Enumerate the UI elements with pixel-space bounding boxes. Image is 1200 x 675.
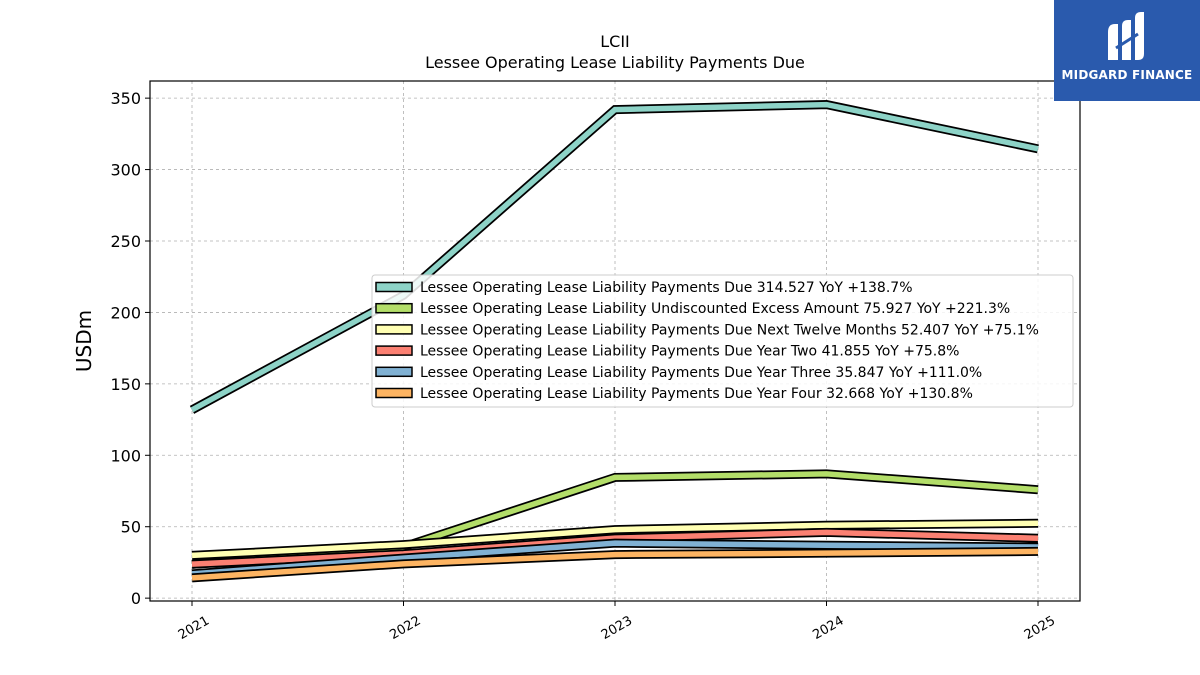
- legend: Lessee Operating Lease Liability Payment…: [371, 274, 1074, 408]
- x-axis-ticks: 2021 2022 2023 2024 2025: [176, 601, 1058, 643]
- legend-swatch: [375, 345, 413, 356]
- y-tick-label: 50: [121, 518, 141, 537]
- series-line-6: [191, 546, 1039, 583]
- series-line-5: [191, 538, 1039, 579]
- legend-entry: Lessee Operating Lease Liability Payment…: [420, 344, 959, 360]
- series-line-fill: [191, 529, 1039, 567]
- x-tick-label: 2022: [387, 613, 423, 643]
- legend-entry: Lessee Operating Lease Liability Undisco…: [420, 301, 1010, 317]
- chart-title: LCII: [600, 32, 630, 51]
- legend-entry: Lessee Operating Lease Liability Payment…: [420, 365, 982, 381]
- series-line-fill: [190, 101, 1039, 413]
- y-tick-label: 250: [110, 232, 141, 251]
- x-tick-label: 2024: [810, 613, 846, 643]
- brand-logo: MIDGARD FINANCE: [1054, 0, 1200, 101]
- y-axis-ticks: 0 50 100 150 200 250 300 350: [110, 89, 150, 608]
- series-line-1: [189, 100, 1039, 414]
- legend-swatch: [375, 366, 413, 378]
- series-line-4: [191, 527, 1039, 569]
- y-tick-label: 0: [131, 589, 141, 608]
- y-axis-label: USDm: [72, 310, 96, 372]
- x-tick-label: 2021: [176, 613, 212, 643]
- legend-swatch: [375, 281, 413, 293]
- brand-name: MIDGARD FINANCE: [1061, 68, 1193, 82]
- chart-subtitle: Lessee Operating Lease Liability Payment…: [425, 53, 805, 72]
- legend-entry: Lessee Operating Lease Liability Payment…: [420, 322, 1039, 338]
- series-line-3: [191, 518, 1039, 560]
- y-tick-label: 200: [110, 303, 141, 322]
- y-tick-label: 350: [110, 89, 141, 108]
- legend-entry: Lessee Operating Lease Liability Payment…: [420, 386, 973, 402]
- midgard-logo-icon: [1108, 12, 1144, 60]
- y-tick-label: 100: [110, 446, 141, 465]
- legend-box: [371, 274, 1074, 408]
- series-line-fill: [191, 548, 1039, 581]
- plot-frame: [149, 80, 1081, 602]
- series-lines: [189, 100, 1039, 583]
- x-tick-label: 2025: [1022, 613, 1058, 643]
- legend-entry: Lessee Operating Lease Liability Payment…: [420, 280, 913, 296]
- legend-swatch: [375, 324, 413, 335]
- series-line-fill: [191, 520, 1039, 559]
- y-tick-label: 150: [110, 375, 141, 394]
- legend-swatch: [375, 302, 413, 314]
- series-line-fill: [191, 540, 1039, 577]
- x-tick-label: 2023: [599, 613, 635, 643]
- y-tick-label: 300: [110, 161, 141, 180]
- legend-swatch: [375, 387, 413, 399]
